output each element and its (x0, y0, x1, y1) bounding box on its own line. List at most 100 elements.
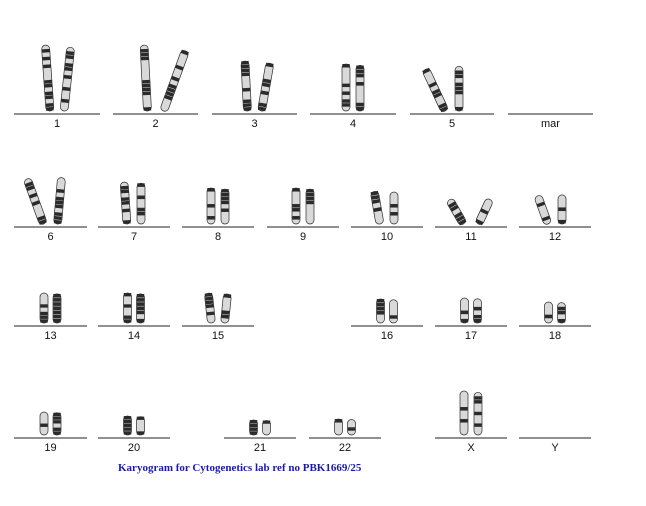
chromosome-label: 17 (465, 330, 477, 342)
chromosome-label: 15 (212, 330, 224, 342)
chromosome (52, 293, 62, 324)
chromosome-band (342, 103, 350, 107)
chromosome-group: 22 (309, 418, 381, 454)
chromosome-band (37, 215, 46, 222)
chromosome-label: 8 (215, 231, 221, 243)
chromosome-group: 5 (410, 66, 494, 130)
chromosome (473, 391, 483, 436)
chromosome (370, 190, 384, 225)
chromosome-band (306, 193, 314, 197)
chromosome-group: 4 (310, 63, 396, 130)
chromosome-band (55, 204, 63, 209)
chromosome-band (53, 420, 61, 424)
chromosome (257, 62, 274, 112)
chromosome-band (474, 423, 482, 427)
chromosome-band (241, 64, 250, 69)
chromosome-group: 14 (98, 292, 170, 342)
chromosome-band (166, 87, 176, 94)
chromosome (355, 65, 365, 112)
chromosome (136, 293, 145, 324)
chromosome-band (63, 74, 72, 80)
chromosome-band (168, 83, 177, 90)
chromosome-band (66, 50, 74, 56)
chromosome-band (428, 81, 437, 88)
chromosome-group: 19 (14, 411, 87, 454)
chromosome-group: 18 (519, 301, 591, 342)
chromosome-group: 12 (519, 194, 591, 243)
chromosome-band (376, 299, 385, 303)
chromosome-band (140, 56, 149, 61)
chromosome-band (371, 194, 380, 200)
chromosome-band (40, 311, 48, 316)
chromosome-group: 1 (14, 44, 100, 130)
chromosome-label: 11 (465, 231, 476, 243)
chromosome-band (376, 311, 385, 315)
chromosome-band (207, 204, 215, 208)
chromosome-band (389, 315, 398, 319)
chromosome-band (460, 318, 469, 323)
chromosome (60, 46, 75, 112)
chromosome-band (262, 420, 271, 424)
chromosome-label: 5 (449, 118, 455, 130)
chromosome-label: 13 (44, 330, 56, 342)
chromosome-band (65, 54, 74, 60)
chromosome-band (45, 95, 53, 100)
chromosome-band (123, 293, 132, 297)
chromosome-band (474, 396, 482, 400)
chromosome-band (292, 216, 300, 220)
chromosome (447, 198, 467, 226)
chromosome-band (137, 207, 145, 212)
chromosome-group: 13 (14, 292, 87, 342)
chromosome-band (306, 200, 314, 205)
chromosome-band (262, 82, 271, 88)
chromosome-band (44, 79, 52, 84)
chromosome-band (306, 196, 314, 201)
chromosome-band (136, 293, 145, 298)
chromosome (544, 301, 553, 324)
chromosome-band (473, 306, 482, 311)
chromosome-band (241, 60, 249, 65)
chromosome-band (43, 64, 51, 69)
chromosome-band (292, 208, 300, 212)
chromosome-band (140, 48, 149, 53)
chromosome-band (221, 314, 230, 319)
chromosome-band (431, 88, 441, 95)
chromosome-band (373, 207, 382, 212)
chromosome-band (243, 103, 252, 107)
chromosome-band (136, 298, 145, 302)
chromosome (347, 419, 356, 436)
chromosome-band (53, 298, 61, 302)
chromosome-band (40, 304, 48, 308)
chromosome-band (123, 423, 132, 428)
chromosome-band (123, 304, 132, 308)
chromosome-label: 12 (549, 231, 561, 243)
chromosome-label: 4 (350, 118, 356, 130)
chromosome-band (223, 293, 232, 299)
chromosome-band (120, 189, 129, 194)
chromosome (220, 293, 232, 324)
chromosome (376, 298, 385, 324)
chromosome-band (221, 200, 229, 205)
chromosome-band (123, 419, 132, 424)
chromosome-band (242, 87, 251, 92)
chromosome-band (137, 183, 145, 187)
chromosome-band (24, 181, 34, 188)
chromosome-group: 16 (351, 298, 423, 342)
chromosome-band (480, 208, 489, 215)
chromosome-band (370, 190, 379, 196)
chromosome-band (347, 427, 356, 431)
chromosome-band (122, 208, 130, 213)
chromosome-band (372, 199, 381, 204)
chromosome-band (356, 106, 364, 111)
chromosome-band (40, 423, 48, 427)
chromosome-band (455, 74, 463, 79)
chromosome-label: 3 (251, 118, 257, 130)
chromosome-band (136, 431, 145, 435)
chromosome-band (558, 219, 566, 224)
chromosome-group: 21 (224, 419, 296, 454)
chromosome-label: 9 (300, 231, 306, 243)
chromosome-band (460, 419, 468, 423)
chromosome-label: mar (541, 118, 560, 130)
chromosome-band (473, 319, 482, 323)
